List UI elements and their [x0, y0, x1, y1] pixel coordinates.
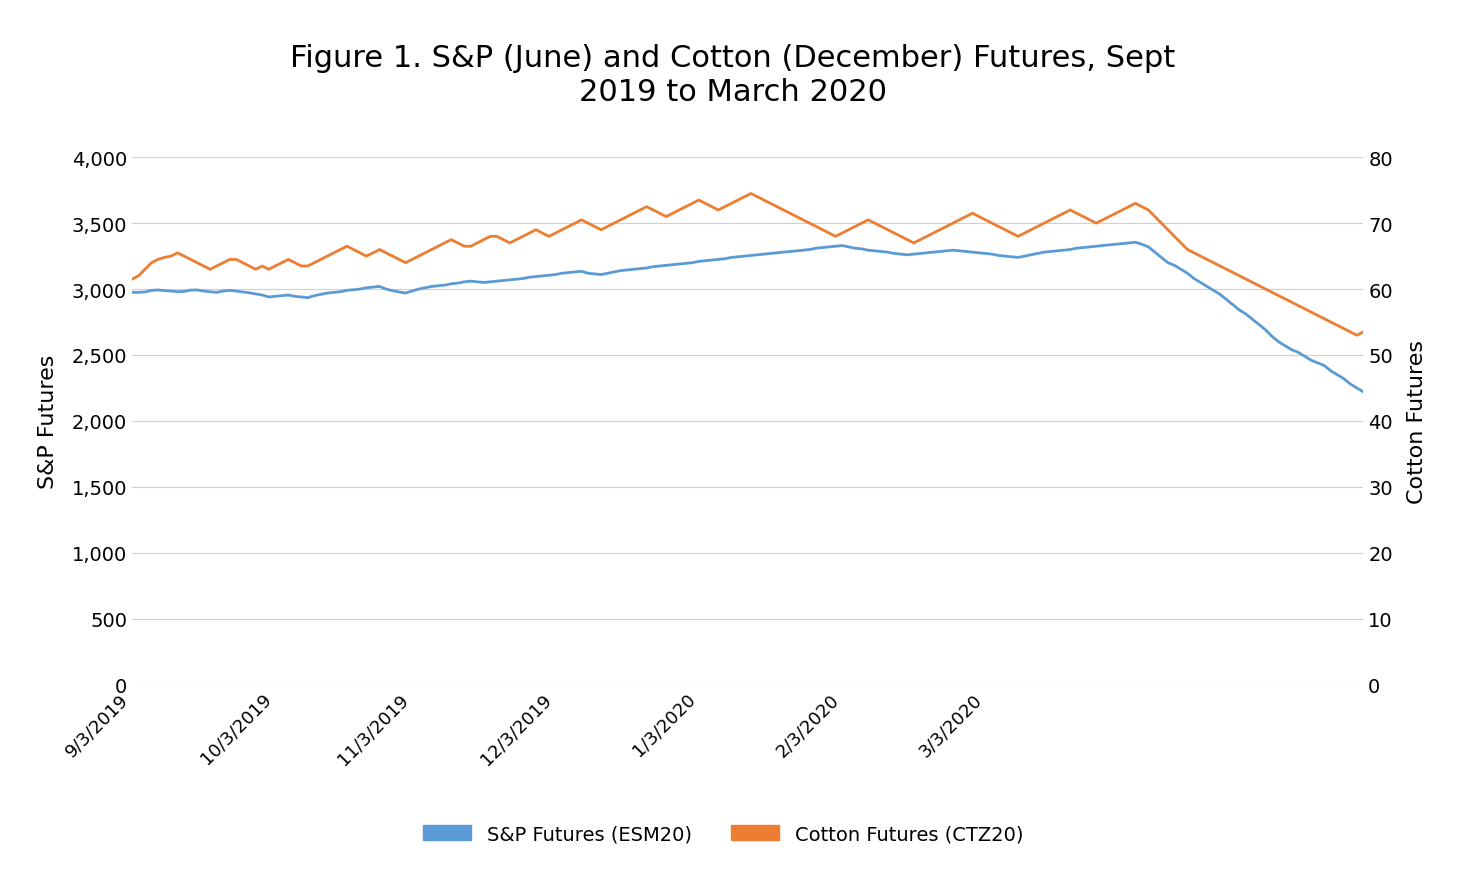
Text: Figure 1. S&P (June) and Cotton (December) Futures, Sept
2019 to March 2020: Figure 1. S&P (June) and Cotton (Decembe…: [290, 44, 1176, 106]
Cotton Futures (CTZ20): [749, 192, 767, 203]
S&P Futures (ESM20): [1355, 387, 1372, 398]
Cotton Futures (CTZ20): [1355, 327, 1372, 338]
S&P Futures (ESM20): [742, 251, 759, 262]
Cotton Futures (CTZ20): [1349, 331, 1366, 342]
Y-axis label: Cotton Futures: Cotton Futures: [1407, 340, 1426, 503]
S&P Futures (ESM20): [254, 291, 271, 301]
Cotton Futures (CTZ20): [123, 275, 141, 285]
Line: Cotton Futures (CTZ20): Cotton Futures (CTZ20): [132, 194, 1363, 336]
Cotton Futures (CTZ20): [494, 235, 512, 246]
Cotton Futures (CTZ20): [254, 262, 271, 272]
S&P Futures (ESM20): [123, 288, 141, 299]
S&P Futures (ESM20): [475, 278, 493, 289]
S&P Futures (ESM20): [1126, 238, 1143, 248]
Legend: S&P Futures (ESM20), Cotton Futures (CTZ20): S&P Futures (ESM20), Cotton Futures (CTZ…: [422, 824, 1023, 844]
Y-axis label: S&P Futures: S&P Futures: [38, 355, 57, 488]
Cotton Futures (CTZ20): [475, 235, 493, 246]
Cotton Futures (CTZ20): [742, 189, 759, 199]
S&P Futures (ESM20): [494, 276, 512, 286]
S&P Futures (ESM20): [410, 284, 428, 295]
Line: S&P Futures (ESM20): S&P Futures (ESM20): [132, 243, 1363, 392]
Cotton Futures (CTZ20): [410, 252, 428, 263]
S&P Futures (ESM20): [683, 258, 701, 269]
Cotton Futures (CTZ20): [683, 199, 701, 210]
